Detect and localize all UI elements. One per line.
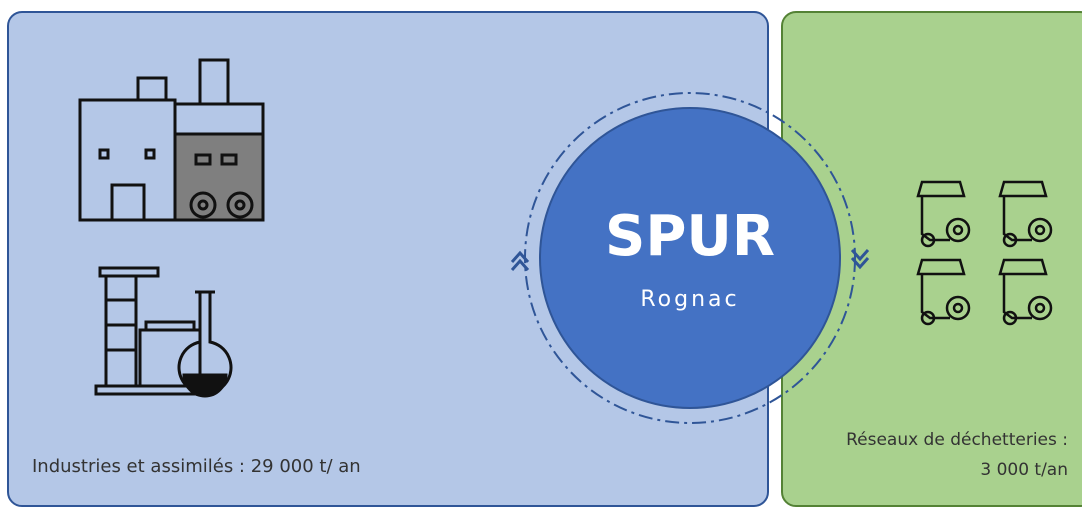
- chemical-icon: [94, 266, 233, 398]
- center-circle: [539, 107, 841, 409]
- bins-icon: [916, 180, 1053, 326]
- center-title: SPUR: [605, 204, 775, 269]
- right-label-line: 3 000 t/an: [980, 460, 1068, 480]
- center-subtitle: Rognac: [640, 287, 739, 312]
- factory-icon: [78, 58, 265, 222]
- arrow-down: [850, 249, 870, 270]
- left-label: Industries et assimilés : 29 000 t/ an: [32, 456, 361, 477]
- right-label-line: Réseaux de déchetteries :: [846, 430, 1068, 450]
- arrow-up: [510, 250, 530, 271]
